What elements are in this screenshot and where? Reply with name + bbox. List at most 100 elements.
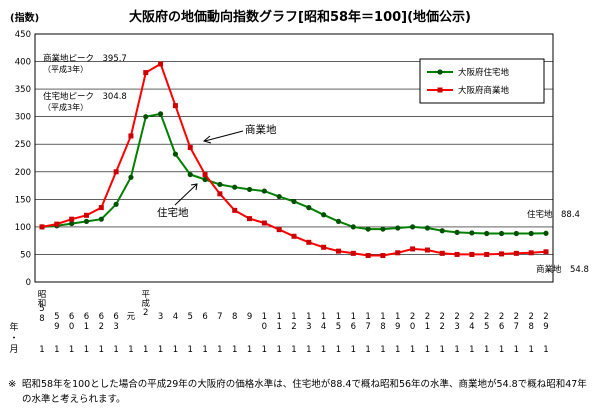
x-tick-label: 9 <box>54 322 59 332</box>
x-tick-label: 5 <box>188 312 193 322</box>
series-commercial-point <box>395 250 401 256</box>
series-residential-point <box>261 188 267 194</box>
x-tick-label: 6 <box>113 312 118 322</box>
commercial-callout: 商業地 <box>245 123 277 136</box>
series-residential-point <box>291 198 297 205</box>
legend-marker <box>437 69 443 75</box>
x-month-label: 1 <box>499 345 504 355</box>
legend-label: 大阪府商業地 <box>458 85 510 96</box>
series-commercial-point <box>528 250 534 256</box>
series-commercial-point <box>469 251 475 257</box>
residential-callout-arrow <box>174 183 198 206</box>
series-commercial-point <box>335 248 341 254</box>
series-commercial-point <box>321 244 327 250</box>
x-month-label: 1 <box>173 345 178 355</box>
series-commercial-point <box>202 172 208 178</box>
x-month-label: 1 <box>291 345 296 355</box>
x-tick-label: 8 <box>232 312 237 322</box>
era-label: 昭 <box>38 290 47 300</box>
commercial-callout-arrowhead <box>202 135 212 144</box>
x-tick-label: 1 <box>351 312 356 322</box>
series-commercial-point <box>217 191 223 197</box>
x-tick-label: 2 <box>99 322 104 332</box>
series-residential-point <box>365 226 371 232</box>
x-tick-label: 2 <box>469 312 474 322</box>
series-residential-point <box>528 230 534 237</box>
x-tick-label: 1 <box>395 312 400 322</box>
series-residential-point <box>350 224 356 230</box>
x-tick-label: 4 <box>321 322 326 332</box>
series-residential-point <box>335 218 342 224</box>
series-commercial-point <box>439 250 445 256</box>
era-label: 成 <box>142 298 151 309</box>
series-residential-point <box>202 176 208 183</box>
x-tick-label: 5 <box>484 322 489 332</box>
note-mark: ※ <box>8 379 17 390</box>
x-axis-side-label: 年 <box>9 321 18 333</box>
y-tick-label: 50 <box>20 250 31 260</box>
commercial-peak-label: 商業地ピーク 395.7 <box>43 53 127 64</box>
x-month-label: 1 <box>143 345 148 355</box>
x-month-label: 1 <box>454 345 459 355</box>
series-residential-point <box>246 186 253 193</box>
series-residential-point <box>380 226 386 232</box>
commercial-callout-arrow <box>204 130 244 142</box>
commercial-peak-sub: （平成3年） <box>43 64 88 74</box>
x-tick-label: 6 <box>99 312 104 322</box>
y-tick-label: 400 <box>15 58 31 68</box>
x-month-label: 1 <box>410 345 415 355</box>
series-residential-point <box>543 230 549 236</box>
series-residential-point <box>187 171 193 178</box>
series-commercial-point <box>232 207 238 213</box>
x-month-label: 1 <box>217 345 222 355</box>
series-residential-point <box>157 111 164 117</box>
x-month-label: 1 <box>484 345 489 355</box>
y-tick-label: 200 <box>15 168 31 178</box>
series-residential-point <box>498 230 505 237</box>
x-tick-label: 2 <box>440 312 445 322</box>
x-month-label: 1 <box>321 345 326 355</box>
x-tick-label: 6 <box>499 322 504 332</box>
x-month-label: 1 <box>351 345 356 355</box>
x-month-label: 1 <box>69 345 74 355</box>
legend-marker <box>437 87 443 93</box>
x-tick-label: 7 <box>514 322 519 332</box>
series-residential-point <box>217 181 223 188</box>
y-tick-label: 150 <box>15 195 31 205</box>
series-residential-point <box>276 193 282 200</box>
x-month-label: 1 <box>84 345 89 355</box>
era-label: 和 <box>38 299 47 309</box>
x-tick-label: 3 <box>306 322 311 332</box>
x-tick-label: 1 <box>276 322 281 332</box>
x-month-label: 1 <box>440 345 445 355</box>
x-month-label: 1 <box>99 345 104 355</box>
y-tick-label: 250 <box>15 140 31 150</box>
x-tick-label: 9 <box>395 322 400 332</box>
series-commercial-point <box>291 233 297 239</box>
y-tick-label: 350 <box>15 85 31 95</box>
x-month-label: 1 <box>425 345 430 355</box>
chart-series <box>39 61 549 259</box>
residential-callout-arrowhead <box>190 183 198 191</box>
x-month-label: 1 <box>528 345 533 355</box>
series-residential-point <box>409 224 416 230</box>
x-tick-label: 1 <box>321 312 326 322</box>
x-tick-label: 2 <box>440 322 445 332</box>
x-axis-side-label: 月 <box>9 344 18 355</box>
x-tick-label: 2 <box>528 312 533 322</box>
series-commercial-point <box>261 220 267 226</box>
x-tick-label: 6 <box>84 312 89 322</box>
series-residential-point <box>513 230 519 237</box>
series-commercial-point <box>113 169 119 175</box>
series-residential-point <box>143 114 149 120</box>
series-commercial-point <box>424 247 430 253</box>
x-month-label: 1 <box>188 345 193 355</box>
x-tick-label: 2 <box>143 308 148 318</box>
series-commercial-point <box>128 133 134 139</box>
x-tick-label: 8 <box>39 314 44 324</box>
x-tick-label: 4 <box>173 312 178 322</box>
series-residential-point <box>98 216 104 222</box>
y-tick-label: 300 <box>15 113 31 123</box>
x-tick-label: 0 <box>410 322 415 332</box>
